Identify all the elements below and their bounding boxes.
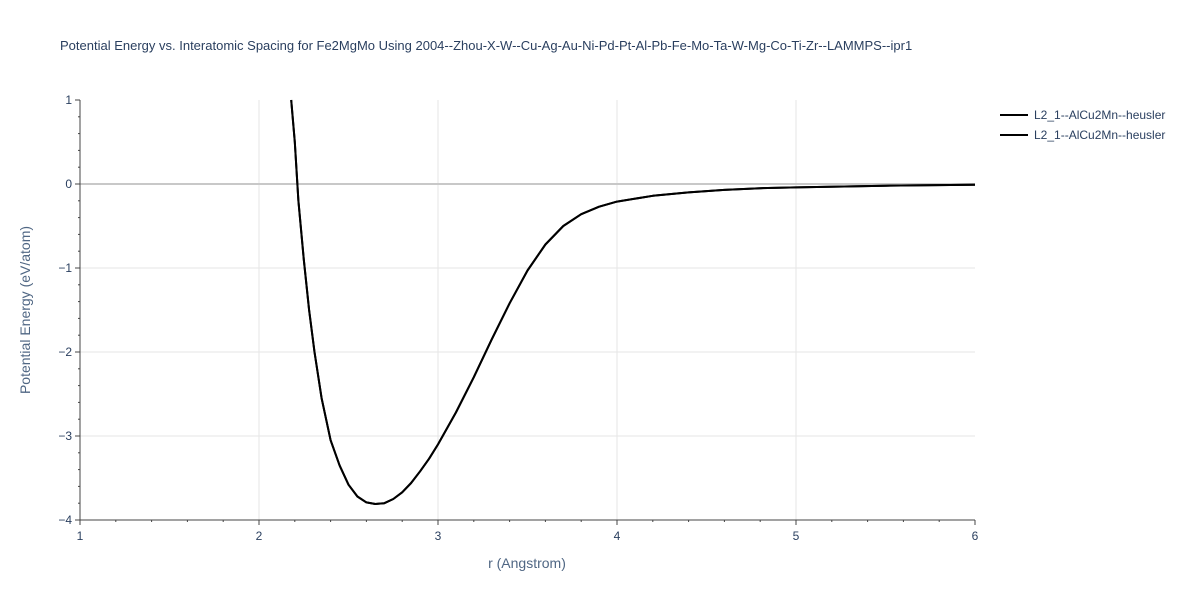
series-line-2 bbox=[290, 99, 976, 505]
y-tick-label: −4 bbox=[58, 513, 72, 527]
x-axis-label: r (Angstrom) bbox=[488, 555, 566, 571]
x-tick-label: 1 bbox=[77, 529, 84, 543]
y-tick-label: −2 bbox=[58, 345, 72, 359]
legend-label-2: L2_1--AlCu2Mn--heusler bbox=[1034, 128, 1165, 142]
y-tick-label: 1 bbox=[65, 93, 72, 107]
y-tick-label: −3 bbox=[58, 429, 72, 443]
x-tick-label: 2 bbox=[256, 529, 263, 543]
grid-lines bbox=[80, 100, 975, 520]
legend-label-1: L2_1--AlCu2Mn--heusler bbox=[1034, 108, 1165, 122]
y-axis-label: Potential Energy (eV/atom) bbox=[17, 226, 33, 394]
chart-title: Potential Energy vs. Interatomic Spacing… bbox=[60, 38, 912, 53]
x-tick-label: 4 bbox=[614, 529, 621, 543]
x-tick-label: 6 bbox=[972, 529, 979, 543]
tick-labels: 1 2 3 4 5 6 1 0 −1 −2 −3 −4 bbox=[58, 93, 978, 543]
y-tick-label: −1 bbox=[58, 261, 72, 275]
axes bbox=[75, 99, 976, 525]
legend[interactable]: L2_1--AlCu2Mn--heusler L2_1--AlCu2Mn--heu… bbox=[1000, 108, 1165, 142]
y-tick-label: 0 bbox=[65, 177, 72, 191]
x-tick-label: 5 bbox=[793, 529, 800, 543]
x-tick-label: 3 bbox=[435, 529, 442, 543]
series-lines bbox=[290, 99, 976, 505]
